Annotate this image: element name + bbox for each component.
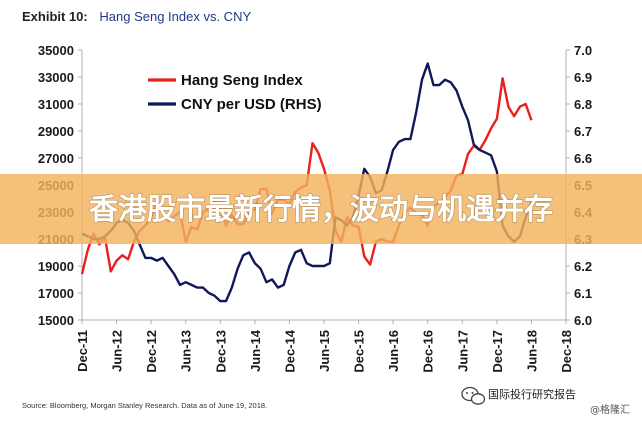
watermark-handle: @格隆汇: [590, 403, 630, 416]
x-tick-label: Jun-15: [317, 330, 332, 372]
y-left-tick-label: 15000: [38, 313, 74, 328]
x-tick-label: Dec-13: [213, 330, 228, 373]
x-tick-label: Dec-15: [352, 330, 367, 373]
legend: Hang Seng Index CNY per USD (RHS): [148, 72, 322, 113]
exhibit-title: Hang Seng Index vs. CNY: [99, 9, 251, 24]
x-tick-label: Dec-14: [282, 329, 297, 372]
x-tick-label: Jun-13: [179, 330, 194, 372]
exhibit-label: Exhibit 10:: [22, 9, 88, 24]
x-tick-label: Dec-12: [144, 330, 159, 373]
y-left-tick-label: 33000: [38, 70, 74, 85]
x-tick-label: Jun-12: [110, 330, 125, 372]
watermark: 国际投行研究报告 @格隆汇: [461, 386, 630, 416]
overlay-banner-background: [0, 174, 642, 244]
y-right-tick-label: 6.1: [574, 286, 592, 301]
y-right-tick-label: 6.9: [574, 70, 592, 85]
y-right-tick-label: 6.7: [574, 124, 592, 139]
y-left-tick-label: 17000: [38, 286, 74, 301]
x-tick-label: Dec-11: [75, 330, 90, 372]
cny-per-usd-line: [81, 62, 533, 303]
watermark-channel: 国际投行研究报告: [488, 387, 576, 401]
source-note: Source: Bloomberg, Morgan Stanley Resear…: [22, 401, 267, 410]
y-left-tick-label: 29000: [38, 124, 74, 139]
svg-text:Exhibit 10: Hang Seng Inde: Exhibit 10: Hang Seng Index vs. CNY: [22, 9, 251, 24]
x-tick-label: Jun-16: [386, 330, 401, 372]
y-right-tick-label: 6.2: [574, 259, 592, 274]
x-tick-label: Dec-17: [490, 330, 505, 373]
x-tick-label: Jun-18: [524, 330, 539, 372]
y-right-tick-label: 7.0: [574, 43, 592, 58]
y-left-tick-label: 27000: [38, 151, 74, 166]
y-right-tick-label: 6.6: [574, 151, 592, 166]
overlay-banner-text: 香港股市最新行情，波动与机遇并存: [89, 192, 553, 226]
y-right-tick-label: 6.0: [574, 313, 592, 328]
x-tick-label: Jun-17: [455, 330, 470, 372]
y-left-tick-label: 19000: [38, 259, 74, 274]
x-tick-label: Jun-14: [248, 329, 263, 372]
x-tick-label: Dec-18: [559, 330, 574, 373]
y-left-tick-label: 35000: [38, 43, 74, 58]
y-right-tick-label: 6.8: [574, 97, 592, 112]
y-left-tick-label: 31000: [38, 97, 74, 112]
legend-label: CNY per USD (RHS): [181, 96, 322, 113]
legend-label: Hang Seng Index: [181, 72, 303, 89]
x-tick-label: Dec-16: [421, 330, 436, 373]
wechat-icon: [461, 386, 486, 405]
